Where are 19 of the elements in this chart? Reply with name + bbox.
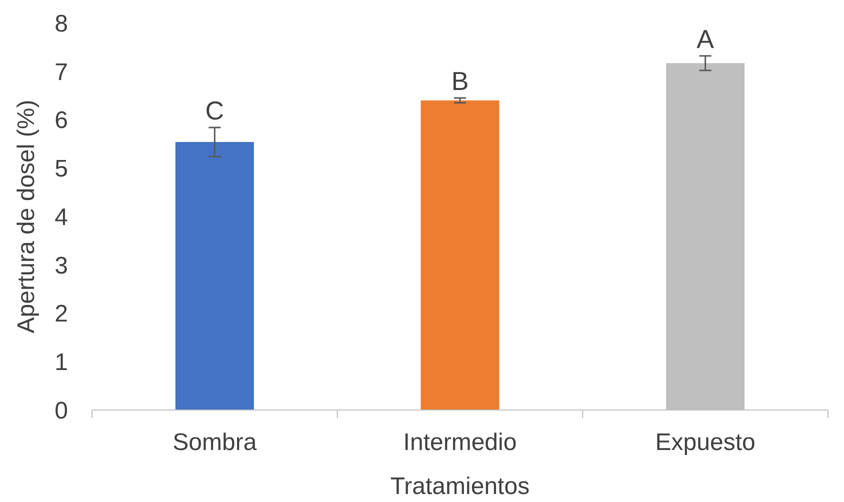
y-tick-label: 3	[54, 252, 68, 280]
y-tick-label: 2	[54, 300, 68, 328]
bar	[420, 100, 500, 410]
y-tick-label: 8	[54, 10, 68, 38]
y-tick-label: 0	[54, 397, 68, 424]
x-tick-label: Expuesto	[655, 429, 756, 456]
y-tick-label: 4	[54, 204, 68, 231]
bar	[175, 142, 254, 410]
x-tick-label: Sombra	[172, 429, 258, 456]
x-tick-label: Intermedio	[403, 429, 517, 456]
annotation: B	[451, 66, 469, 96]
y-tick-label: 7	[54, 58, 68, 86]
y-tick-label: 1	[54, 349, 68, 376]
annotation: C	[205, 95, 224, 126]
y-tick-label: 6	[54, 107, 68, 134]
x-axis-title: Tratamientos	[390, 473, 530, 500]
y-tick-label: 5	[54, 156, 68, 183]
y-axis-title: Apertura de dosel (%)	[13, 100, 40, 334]
annotation: A	[696, 24, 715, 54]
